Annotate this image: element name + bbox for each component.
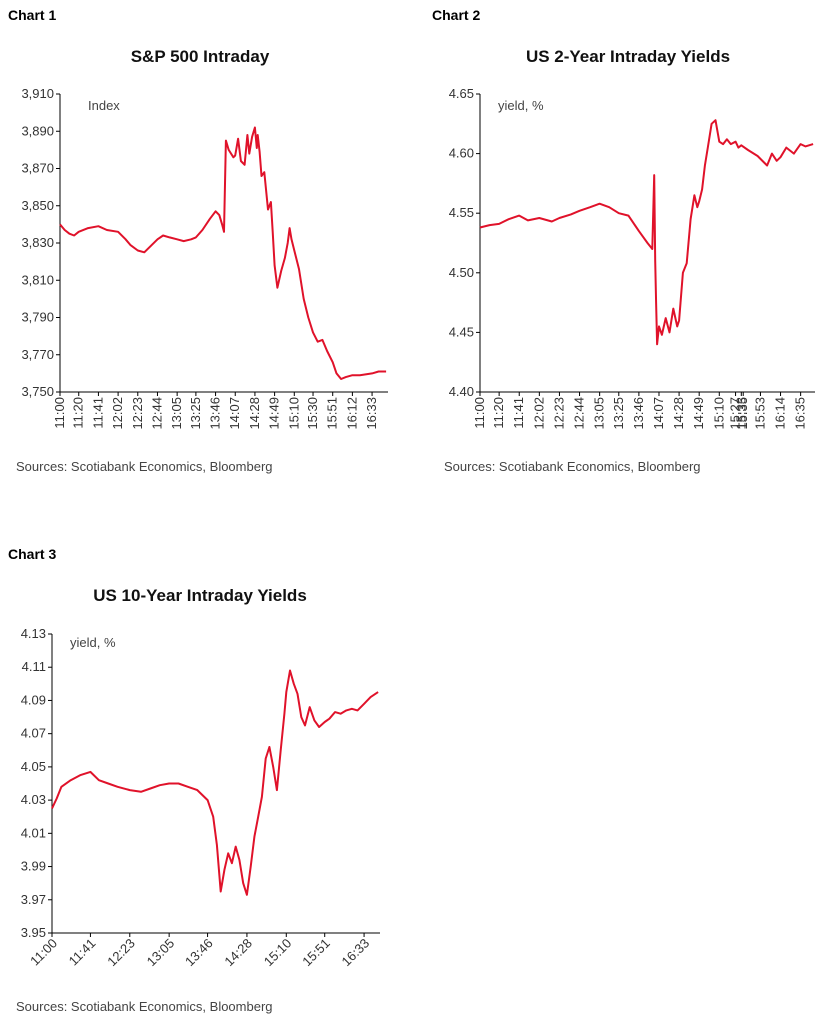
chart-1-source: Sources: Scotiabank Economics, Bloomberg — [16, 459, 273, 474]
x-tick-label: 14:07 — [651, 397, 666, 430]
x-tick-label: 13:46 — [182, 936, 216, 970]
chart-3-source: Sources: Scotiabank Economics, Bloomberg — [16, 999, 273, 1014]
chart-1-label: Chart 1 — [8, 7, 57, 23]
series-line — [51, 669, 379, 896]
x-tick-label: 11:20 — [491, 397, 506, 429]
y-tick-label: 4.65 — [449, 86, 474, 101]
y-tick-label: 3,830 — [21, 235, 54, 250]
x-tick-label: 16:33 — [339, 936, 373, 970]
y-tick-label: 3.99 — [21, 859, 46, 874]
y-tick-label: 4.03 — [21, 792, 46, 807]
x-tick-label: 15:35 — [735, 397, 750, 430]
y-tick-label: 3,910 — [21, 86, 54, 101]
x-tick-label: 12:44 — [149, 397, 164, 430]
x-tick-label: 11:00 — [27, 936, 60, 969]
x-tick-label: 15:33 — [733, 397, 748, 430]
y-tick-label: 4.40 — [449, 384, 474, 399]
y-tick-label: 3,810 — [21, 272, 54, 287]
y-tick-label: 4.50 — [449, 265, 474, 280]
x-tick-label: 16:33 — [364, 397, 379, 430]
series-line — [59, 126, 387, 380]
x-tick-label: 11:00 — [472, 397, 487, 429]
x-tick-label: 12:02 — [531, 397, 546, 430]
x-tick-label: 13:05 — [169, 397, 184, 430]
x-tick-label: 15:10 — [711, 397, 726, 430]
x-tick-label: 13:25 — [611, 397, 626, 430]
x-tick-label: 11:41 — [511, 397, 526, 429]
y-tick-label: 3,890 — [21, 123, 54, 138]
x-tick-label: 12:23 — [130, 397, 145, 430]
chart-1-title: S&P 500 Intraday — [131, 47, 270, 66]
y-tick-label: 4.05 — [21, 759, 46, 774]
y-tick-label: 4.45 — [449, 324, 474, 339]
chart-1: S&P 500 Intraday Index Sources: Scotiaba… — [16, 47, 388, 474]
x-tick-label: 15:53 — [752, 397, 767, 430]
x-tick-label: 13:46 — [208, 397, 223, 430]
chart-3-label: Chart 3 — [8, 546, 57, 562]
chart-2: US 2-Year Intraday Yields yield, % Sourc… — [444, 47, 815, 474]
y-tick-label: 3,790 — [21, 310, 54, 325]
y-tick-label: 3,850 — [21, 198, 54, 213]
x-tick-label: 16:35 — [793, 397, 808, 430]
x-tick-label: 13:46 — [631, 397, 646, 430]
x-tick-label: 13:25 — [188, 397, 203, 430]
y-tick-label: 4.01 — [21, 825, 46, 840]
x-tick-label: 14:28 — [671, 397, 686, 430]
chart-2-unit-label: yield, % — [498, 98, 544, 113]
series-line — [479, 119, 814, 346]
y-tick-label: 4.60 — [449, 146, 474, 161]
x-tick-label: 16:12 — [344, 397, 359, 430]
y-tick-label: 3,750 — [21, 384, 54, 399]
chart-2-label: Chart 2 — [432, 7, 481, 23]
y-tick-label: 4.09 — [21, 692, 46, 707]
x-tick-label: 11:20 — [71, 397, 86, 429]
x-tick-label: 14:28 — [247, 397, 262, 430]
x-tick-label: 11:00 — [52, 397, 67, 429]
y-tick-label: 3.95 — [21, 925, 46, 940]
chart-3-unit-label: yield, % — [70, 635, 116, 650]
x-tick-label: 15:30 — [305, 397, 320, 430]
x-tick-label: 13:05 — [144, 936, 178, 970]
chart-3-title: US 10-Year Intraday Yields — [93, 586, 307, 605]
x-tick-label: 16:14 — [773, 397, 788, 430]
x-tick-label: 15:10 — [261, 936, 295, 970]
y-tick-label: 4.07 — [21, 726, 46, 741]
x-tick-label: 15:27 — [728, 397, 743, 430]
y-tick-label: 4.11 — [22, 659, 46, 674]
y-tick-label: 4.13 — [21, 626, 46, 641]
x-tick-label: 11:41 — [66, 936, 99, 969]
x-tick-label: 12:44 — [572, 397, 587, 430]
y-tick-label: 3.97 — [21, 892, 46, 907]
chart-2-title: US 2-Year Intraday Yields — [526, 47, 730, 66]
y-tick-label: 3,770 — [21, 347, 54, 362]
y-tick-label: 4.55 — [449, 205, 474, 220]
x-tick-label: 11:41 — [90, 397, 105, 429]
x-tick-label: 12:02 — [110, 397, 125, 430]
x-tick-label: 15:51 — [299, 936, 333, 970]
chart-1-unit-label: Index — [88, 98, 120, 113]
x-tick-label: 13:05 — [592, 397, 607, 430]
chart-3: US 10-Year Intraday Yields yield, % Sour… — [16, 586, 380, 1014]
x-tick-label: 12:23 — [551, 397, 566, 430]
x-tick-label: 14:07 — [227, 397, 242, 430]
chart-2-source: Sources: Scotiabank Economics, Bloomberg — [444, 459, 701, 474]
y-tick-label: 3,870 — [21, 161, 54, 176]
x-tick-label: 12:23 — [104, 936, 138, 970]
x-tick-label: 14:49 — [691, 397, 706, 430]
x-tick-label: 14:49 — [267, 397, 282, 430]
x-tick-label: 15:10 — [286, 397, 301, 430]
x-tick-label: 15:51 — [325, 397, 340, 430]
x-tick-label: 14:28 — [221, 936, 255, 970]
